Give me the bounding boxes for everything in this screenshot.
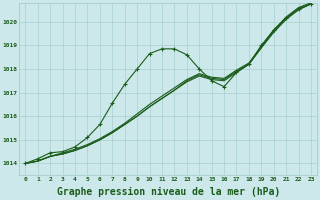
X-axis label: Graphe pression niveau de la mer (hPa): Graphe pression niveau de la mer (hPa) (57, 187, 280, 197)
